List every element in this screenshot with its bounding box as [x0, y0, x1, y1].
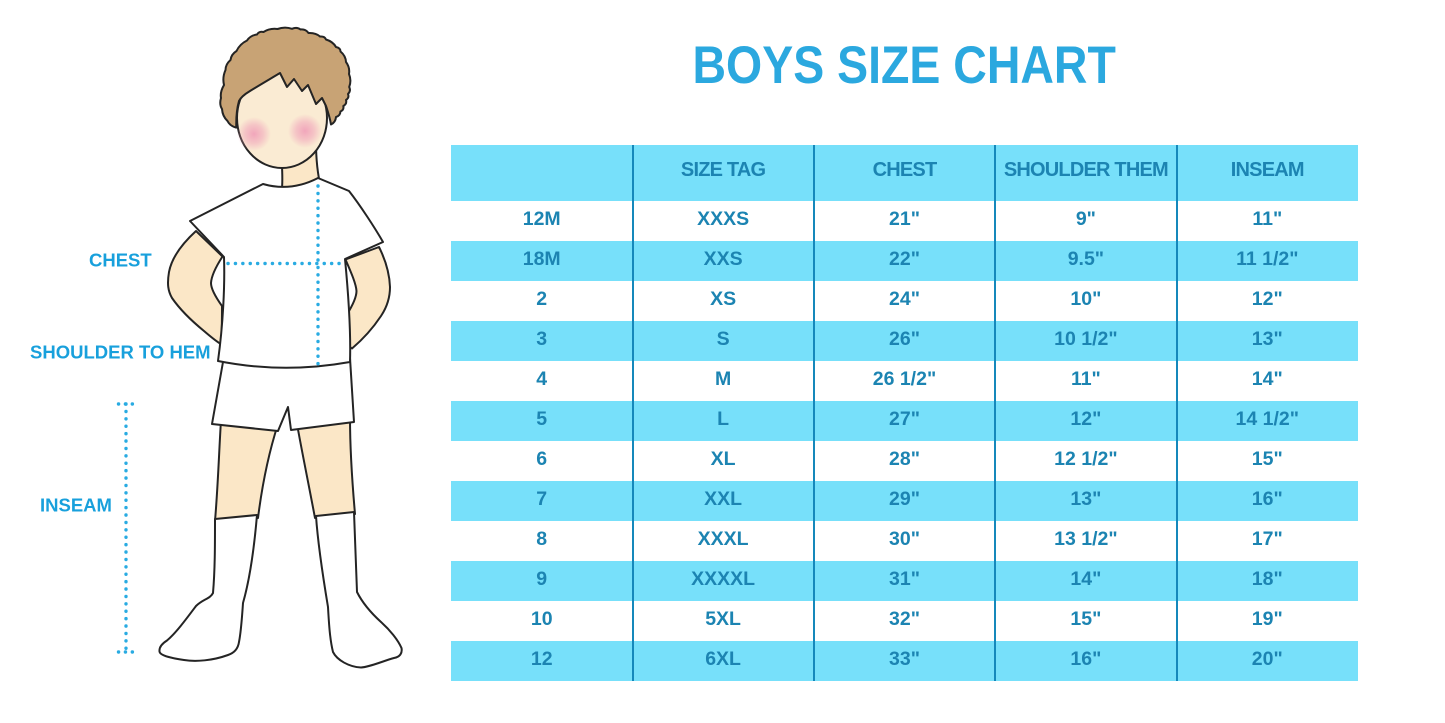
svg-text:SHOULDER TO HEM: SHOULDER TO HEM	[30, 342, 211, 363]
svg-text:INSEAM: INSEAM	[40, 495, 112, 516]
svg-text:CHEST: CHEST	[89, 250, 152, 271]
